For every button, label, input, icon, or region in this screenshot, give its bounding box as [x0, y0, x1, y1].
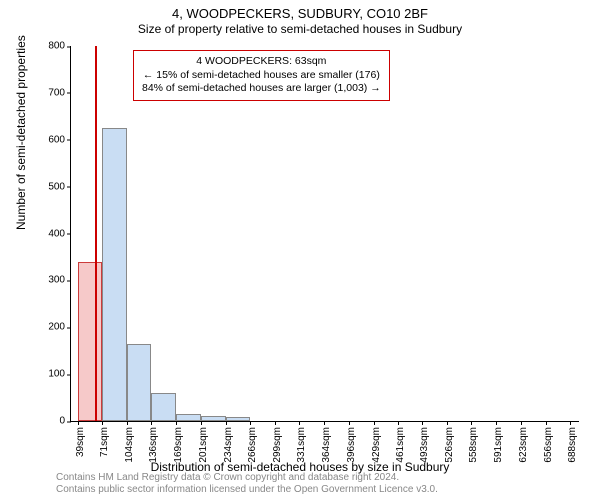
- chart-area: 010020030040050060070080039sqm71sqm104sq…: [70, 46, 578, 421]
- x-tick-label: 299sqm: [272, 427, 283, 463]
- x-tick-label: 429sqm: [371, 427, 382, 463]
- x-tick-mark: [349, 421, 350, 425]
- x-tick-mark: [496, 421, 497, 425]
- x-tick-label: 331sqm: [296, 427, 307, 463]
- property-marker-line: [95, 46, 97, 421]
- histogram-bar: [201, 416, 226, 421]
- annotation-line: 4 WOODPECKERS: 63sqm: [142, 55, 381, 69]
- x-tick-label: 656sqm: [543, 427, 554, 463]
- x-tick-mark: [176, 421, 177, 425]
- histogram-bar: [176, 414, 200, 421]
- histogram-bar: [127, 344, 151, 421]
- y-tick: 400: [48, 228, 71, 239]
- x-tick-label: 266sqm: [247, 427, 258, 463]
- x-tick-mark: [546, 421, 547, 425]
- annotation-box: 4 WOODPECKERS: 63sqm← 15% of semi-detach…: [133, 50, 390, 101]
- x-tick-mark: [151, 421, 152, 425]
- x-tick-label: 169sqm: [173, 427, 184, 463]
- x-tick-mark: [374, 421, 375, 425]
- chart-suptitle: 4, WOODPECKERS, SUDBURY, CO10 2BF: [0, 6, 600, 21]
- histogram-bar: [226, 417, 250, 421]
- x-tick-label: 623sqm: [518, 427, 529, 463]
- x-tick-label: 71sqm: [99, 427, 110, 457]
- x-tick-mark: [250, 421, 251, 425]
- annotation-line: ← 15% of semi-detached houses are smalle…: [142, 69, 381, 83]
- footer-attribution: Contains HM Land Registry data © Crown c…: [56, 472, 438, 496]
- x-tick-label: 396sqm: [346, 427, 357, 463]
- x-tick-label: 234sqm: [223, 427, 234, 463]
- y-tick: 500: [48, 181, 71, 192]
- x-tick-mark: [398, 421, 399, 425]
- x-tick-mark: [521, 421, 522, 425]
- footer-line-1: Contains HM Land Registry data © Crown c…: [56, 472, 438, 484]
- x-tick-label: 688sqm: [567, 427, 578, 463]
- y-tick: 600: [48, 134, 71, 145]
- x-tick-label: 104sqm: [124, 427, 135, 463]
- plot-area: 010020030040050060070080039sqm71sqm104sq…: [70, 46, 579, 422]
- x-tick-mark: [275, 421, 276, 425]
- x-tick-label: 136sqm: [148, 427, 159, 463]
- x-tick-label: 364sqm: [321, 427, 332, 463]
- histogram-bar: [102, 128, 127, 421]
- footer-line-2: Contains public sector information licen…: [56, 484, 438, 496]
- y-tick: 800: [48, 41, 71, 52]
- x-tick-mark: [127, 421, 128, 425]
- x-tick-mark: [471, 421, 472, 425]
- y-tick: 200: [48, 322, 71, 333]
- x-tick-label: 526sqm: [444, 427, 455, 463]
- y-tick: 300: [48, 275, 71, 286]
- chart-subtitle: Size of property relative to semi-detach…: [0, 22, 600, 36]
- x-tick-label: 39sqm: [75, 427, 86, 457]
- x-tick-label: 461sqm: [395, 427, 406, 463]
- x-tick-mark: [570, 421, 571, 425]
- histogram-bar: [78, 262, 102, 421]
- y-tick: 0: [59, 416, 71, 427]
- x-tick-label: 493sqm: [419, 427, 430, 463]
- annotation-line: 84% of semi-detached houses are larger (…: [142, 82, 381, 96]
- y-tick: 700: [48, 87, 71, 98]
- x-tick-label: 558sqm: [468, 427, 479, 463]
- x-tick-mark: [102, 421, 103, 425]
- x-tick-mark: [78, 421, 79, 425]
- x-tick-mark: [422, 421, 423, 425]
- x-tick-mark: [226, 421, 227, 425]
- x-tick-label: 591sqm: [493, 427, 504, 463]
- x-tick-mark: [447, 421, 448, 425]
- x-tick-label: 201sqm: [198, 427, 209, 463]
- histogram-bar: [151, 393, 176, 421]
- x-tick-mark: [201, 421, 202, 425]
- x-tick-mark: [324, 421, 325, 425]
- y-tick: 100: [48, 369, 71, 380]
- x-tick-mark: [299, 421, 300, 425]
- y-axis-label: Number of semi-detached properties: [14, 35, 28, 230]
